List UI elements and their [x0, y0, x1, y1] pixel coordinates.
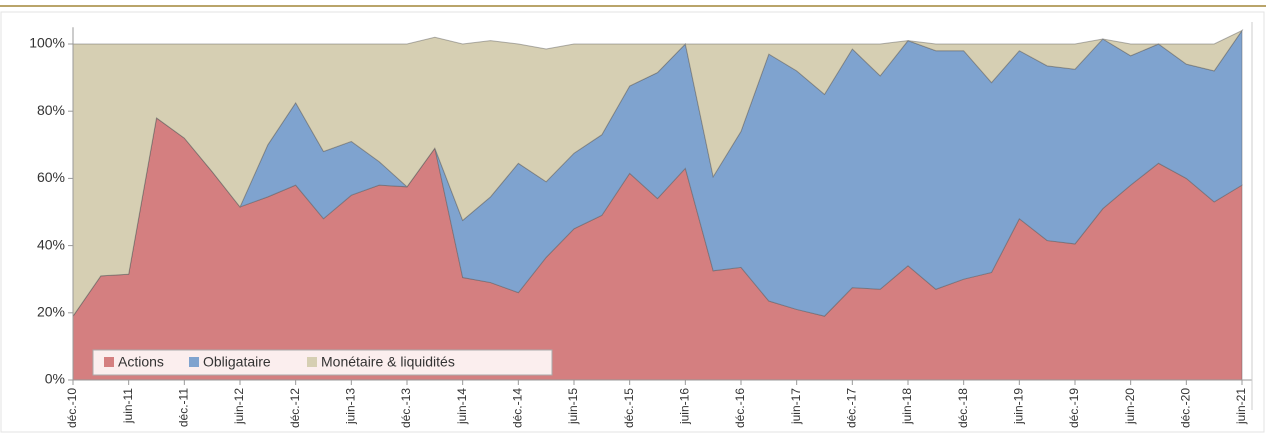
x-tick-label: déc.-20 [1179, 388, 1193, 428]
legend-swatch [189, 357, 199, 367]
x-tick-label: juin-14 [455, 388, 469, 425]
y-tick-label: 100% [29, 35, 65, 51]
x-tick-label: déc.-19 [1067, 388, 1081, 428]
x-tick-label: juin-18 [900, 388, 914, 425]
x-tick-label: déc.-16 [733, 388, 747, 428]
legend-swatch [307, 357, 317, 367]
legend-box [92, 349, 553, 376]
chart-frame [0, 11, 1265, 433]
x-tick-label: juin-19 [1012, 388, 1026, 425]
legend-swatch [104, 357, 114, 367]
x-tick-label: déc.-10 [65, 388, 79, 428]
x-tick-label: déc.-18 [956, 388, 970, 428]
y-tick-label: 0% [45, 371, 65, 387]
x-tick-label: déc.-15 [622, 388, 636, 428]
y-tick-label: 20% [37, 304, 65, 320]
x-tick-label: juin-17 [789, 388, 803, 425]
legend-label: Actions [118, 354, 164, 370]
x-tick-label: juin-11 [121, 388, 135, 424]
x-tick-label: juin-16 [678, 388, 692, 425]
legend: Actions Obligataire Monétaire & liquidités [92, 349, 553, 376]
x-tick-label: déc.-13 [399, 388, 413, 428]
x-tick-label: déc.-11 [177, 388, 191, 427]
y-tick-label: 40% [37, 236, 65, 252]
x-tick-label: déc.-12 [288, 388, 302, 428]
x-tick-label: juin-12 [232, 388, 246, 425]
area [72, 29, 1244, 318]
x-tick-label: juin-15 [566, 388, 580, 425]
legend-label: Monétaire & liquidités [321, 354, 455, 370]
legend-label: Obligataire [203, 354, 271, 370]
y-tick-label: 60% [37, 169, 65, 185]
x-tick-label: déc.-14 [511, 388, 525, 428]
x-tick-label: juin-13 [344, 388, 358, 425]
area [72, 28, 1243, 317]
x-tick-label: juin-21 [1234, 388, 1248, 425]
x-tick-label: juin-20 [1123, 388, 1137, 425]
y-tick-label: 80% [37, 102, 65, 118]
x-tick-label: déc.-17 [845, 388, 859, 428]
